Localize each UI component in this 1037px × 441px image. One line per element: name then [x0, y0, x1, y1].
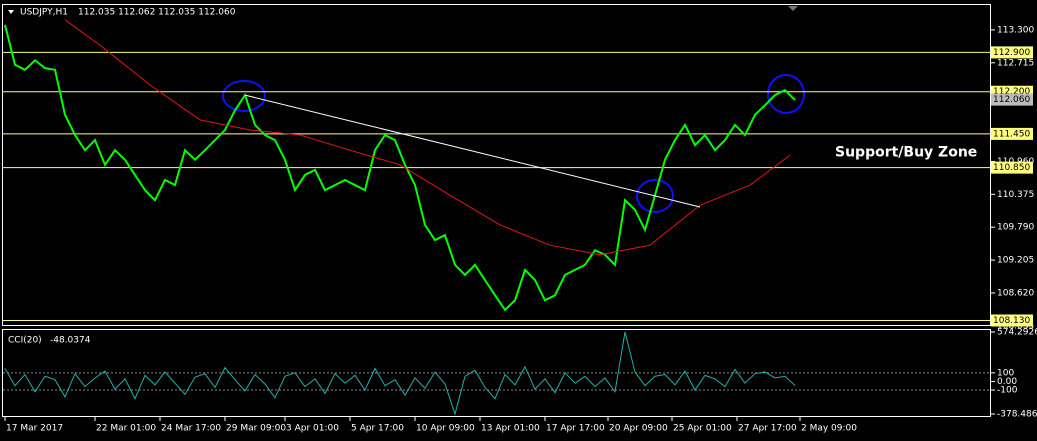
- y-tick-label: 109.205: [997, 256, 1034, 266]
- y-tick-label: 0.00: [997, 377, 1017, 387]
- y-tick-label: -378.4864: [997, 410, 1037, 420]
- level-label: 110.850: [993, 163, 1030, 173]
- x-tick-label: 2 May 09:00: [801, 424, 857, 434]
- circle: [636, 179, 674, 213]
- cci-panel: [2, 329, 991, 417]
- main-panel: [2, 4, 991, 326]
- annotation: Support/Buy Zone: [835, 144, 977, 160]
- x-tick-label: 3 Apr 01:00: [286, 424, 339, 434]
- level-label: 108.130: [993, 316, 1030, 326]
- x-tick-label: 17 Apr 17:00: [546, 424, 605, 434]
- cci-value: -48.0374: [50, 336, 91, 346]
- current-price-label: 112.060: [993, 95, 1030, 105]
- y-tick-label: 100: [997, 368, 1014, 378]
- x-tick-label: 27 Apr 17:00: [738, 424, 797, 434]
- y-tick-label: 574.2926: [997, 328, 1037, 338]
- ohlc: 112.035 112.062 112.035 112.060: [78, 8, 236, 18]
- level-label-bg: [991, 161, 1033, 174]
- x-tick-label: 22 Mar 01:00: [96, 424, 156, 434]
- x-tick-label: 24 Mar 17:00: [161, 424, 221, 434]
- y-tick-label: -100: [997, 386, 1018, 396]
- y-tick-label: 109.790: [997, 223, 1034, 233]
- y-tick-label: 112.715: [997, 58, 1034, 68]
- x-tick-label: 29 Mar 09:00: [226, 424, 286, 434]
- x-tick-label: 17 Mar 2017: [6, 424, 63, 434]
- level-label-bg: [991, 46, 1033, 59]
- x-tick-label: 10 Apr 09:00: [416, 424, 475, 434]
- current-price-bg: [991, 93, 1033, 106]
- x-tick-label: 13 Apr 01:00: [481, 424, 540, 434]
- x-tick-label: 25 Apr 01:00: [673, 424, 732, 434]
- x-tick-label: 5 Apr 17:00: [351, 424, 404, 434]
- series-line: [64, 19, 791, 256]
- cci-title: CCI(20): [8, 336, 42, 346]
- y-tick-label: 113.300: [997, 25, 1034, 35]
- level-label-bg: [991, 127, 1033, 140]
- level-label: 112.900: [993, 48, 1030, 58]
- series-line: [4, 24, 796, 312]
- symbol-title: USDJPY,H1: [20, 8, 68, 18]
- shift-marker: [788, 6, 798, 11]
- x-tick-label: 20 Apr 09:00: [609, 424, 668, 434]
- circle: [767, 74, 805, 114]
- menu-arrow: [8, 10, 14, 14]
- level-label-bg: [991, 314, 1033, 327]
- y-tick-label: 110.375: [997, 190, 1034, 200]
- circle: [222, 80, 266, 112]
- y-tick-label: 108.620: [997, 288, 1034, 298]
- trendline: [244, 94, 701, 208]
- series-line: [4, 331, 796, 416]
- level-label: 111.450: [993, 129, 1030, 139]
- level-label: 112.200: [993, 87, 1030, 97]
